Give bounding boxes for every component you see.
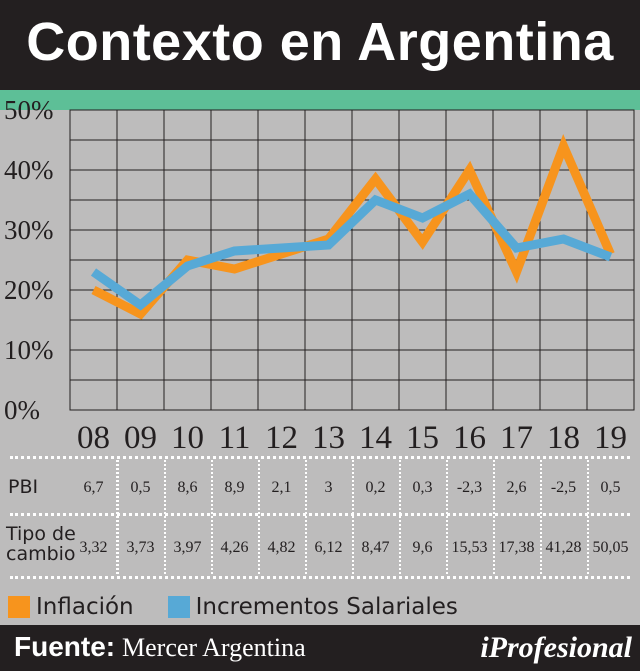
table-middle-divider	[10, 513, 630, 516]
x-tick-label: 14	[359, 420, 392, 456]
table-cell-pbi: -2,3	[456, 479, 483, 496]
x-axis-ticks: 08 09 10 11 12 13 14 15 16 17 18 19	[77, 420, 627, 456]
x-tick-label: 18	[547, 420, 580, 456]
table-column-divider	[399, 460, 401, 574]
y-tick-label: 30%	[4, 215, 54, 245]
table-cell-pbi: 2,6	[506, 479, 527, 496]
table-cell-tipo-cambio: 15,53	[451, 539, 488, 556]
source-value: Mercer Argentina	[122, 633, 306, 662]
table-cell-pbi: 6,7	[83, 479, 104, 496]
table-cell-pbi: 0,5	[600, 479, 621, 496]
table-top-divider	[10, 456, 630, 459]
table-cell-pbi: 3	[324, 479, 333, 496]
chart-title: Contexto en Argentina	[26, 12, 614, 72]
table-row-label-pbi: PBI	[8, 476, 39, 498]
table-column-divider	[305, 460, 307, 574]
legend-label-salary: Incrementos Salariales	[195, 594, 458, 620]
table-row-label-tipo-line1: Tipo de	[6, 523, 76, 545]
source-label: Fuente:	[14, 631, 116, 662]
table-column-divider	[540, 460, 542, 574]
y-tick-label: 40%	[4, 155, 54, 185]
table-column-divider	[352, 460, 354, 574]
legend: Inflación Incrementos Salariales	[8, 590, 492, 624]
table-column-divider	[258, 460, 260, 574]
table-column-divider	[587, 460, 589, 574]
line-chart: 0% 10% 20% 30% 40% 50% 08 09 10 11 12 13 14 15 16 17 18…	[4, 95, 635, 456]
x-tick-label: 11	[219, 420, 251, 456]
table-cell-pbi: 0,2	[365, 479, 386, 496]
y-axis-ticks: 0% 10% 20% 30% 40% 50%	[4, 95, 54, 425]
table-cell-pbi: -2,5	[550, 479, 577, 496]
x-tick-label: 08	[77, 420, 110, 456]
legend-item-salary: Incrementos Salariales	[167, 594, 458, 620]
table-cell-tipo-cambio: 41,28	[545, 539, 582, 556]
table-cell-tipo-cambio: 3,73	[126, 539, 155, 556]
legend-swatch-salary	[167, 596, 190, 618]
table-cell-pbi: 0,3	[412, 479, 433, 496]
y-tick-label: 0%	[4, 395, 40, 425]
accent-band	[0, 90, 640, 110]
x-tick-label: 12	[265, 420, 298, 456]
table-cell-tipo-cambio: 9,6	[412, 539, 433, 556]
x-tick-label: 09	[124, 420, 157, 456]
legend-label-inflation: Inflación	[36, 594, 134, 620]
table-cell-pbi: 2,1	[271, 479, 292, 496]
y-tick-label: 50%	[4, 95, 54, 125]
table-column-divider	[117, 460, 119, 574]
table-column-divider	[446, 460, 448, 574]
y-tick-label: 10%	[4, 335, 54, 365]
series-line-salary	[90, 188, 613, 311]
legend-swatch-inflation	[8, 596, 30, 618]
table-cell-tipo-cambio: 4,26	[220, 539, 249, 556]
table-cell-pbi: 0,5	[130, 479, 151, 496]
table-bottom-divider	[10, 576, 630, 579]
x-tick-label: 16	[453, 420, 486, 456]
table-column-divider	[164, 460, 166, 574]
x-tick-label: 10	[171, 420, 204, 456]
y-tick-label: 20%	[4, 275, 54, 305]
x-tick-label: 17	[500, 420, 533, 456]
legend-item-inflation: Inflación	[8, 594, 134, 620]
table-cell-tipo-cambio: 50,05	[592, 539, 629, 556]
table-cell-pbi: 8,9	[224, 479, 245, 496]
chart-grid	[69, 109, 635, 411]
table-cell-tipo-cambio: 3,32	[79, 539, 108, 556]
table-row-label-tipo-line2: cambio	[6, 543, 76, 565]
table-column-divider	[493, 460, 495, 574]
table-cell-tipo-cambio: 6,12	[314, 539, 343, 556]
table-column-divider	[211, 460, 213, 574]
brand-logo: iProfesional	[480, 631, 632, 664]
x-tick-label: 19	[594, 420, 627, 456]
footer-bar: Fuente: Mercer Argentina iProfesional	[0, 625, 640, 671]
x-tick-label: 15	[406, 420, 439, 456]
header-bar: Contexto en Argentina	[0, 0, 640, 90]
table-cell-tipo-cambio: 8,47	[361, 539, 390, 556]
table-cell-tipo-cambio: 17,38	[498, 539, 535, 556]
table-cell-tipo-cambio: 3,97	[173, 539, 202, 556]
table-cell-pbi: 8,6	[177, 479, 198, 496]
series-lines	[90, 133, 615, 320]
table-cell-tipo-cambio: 4,82	[267, 539, 296, 556]
x-tick-label: 13	[312, 420, 345, 456]
